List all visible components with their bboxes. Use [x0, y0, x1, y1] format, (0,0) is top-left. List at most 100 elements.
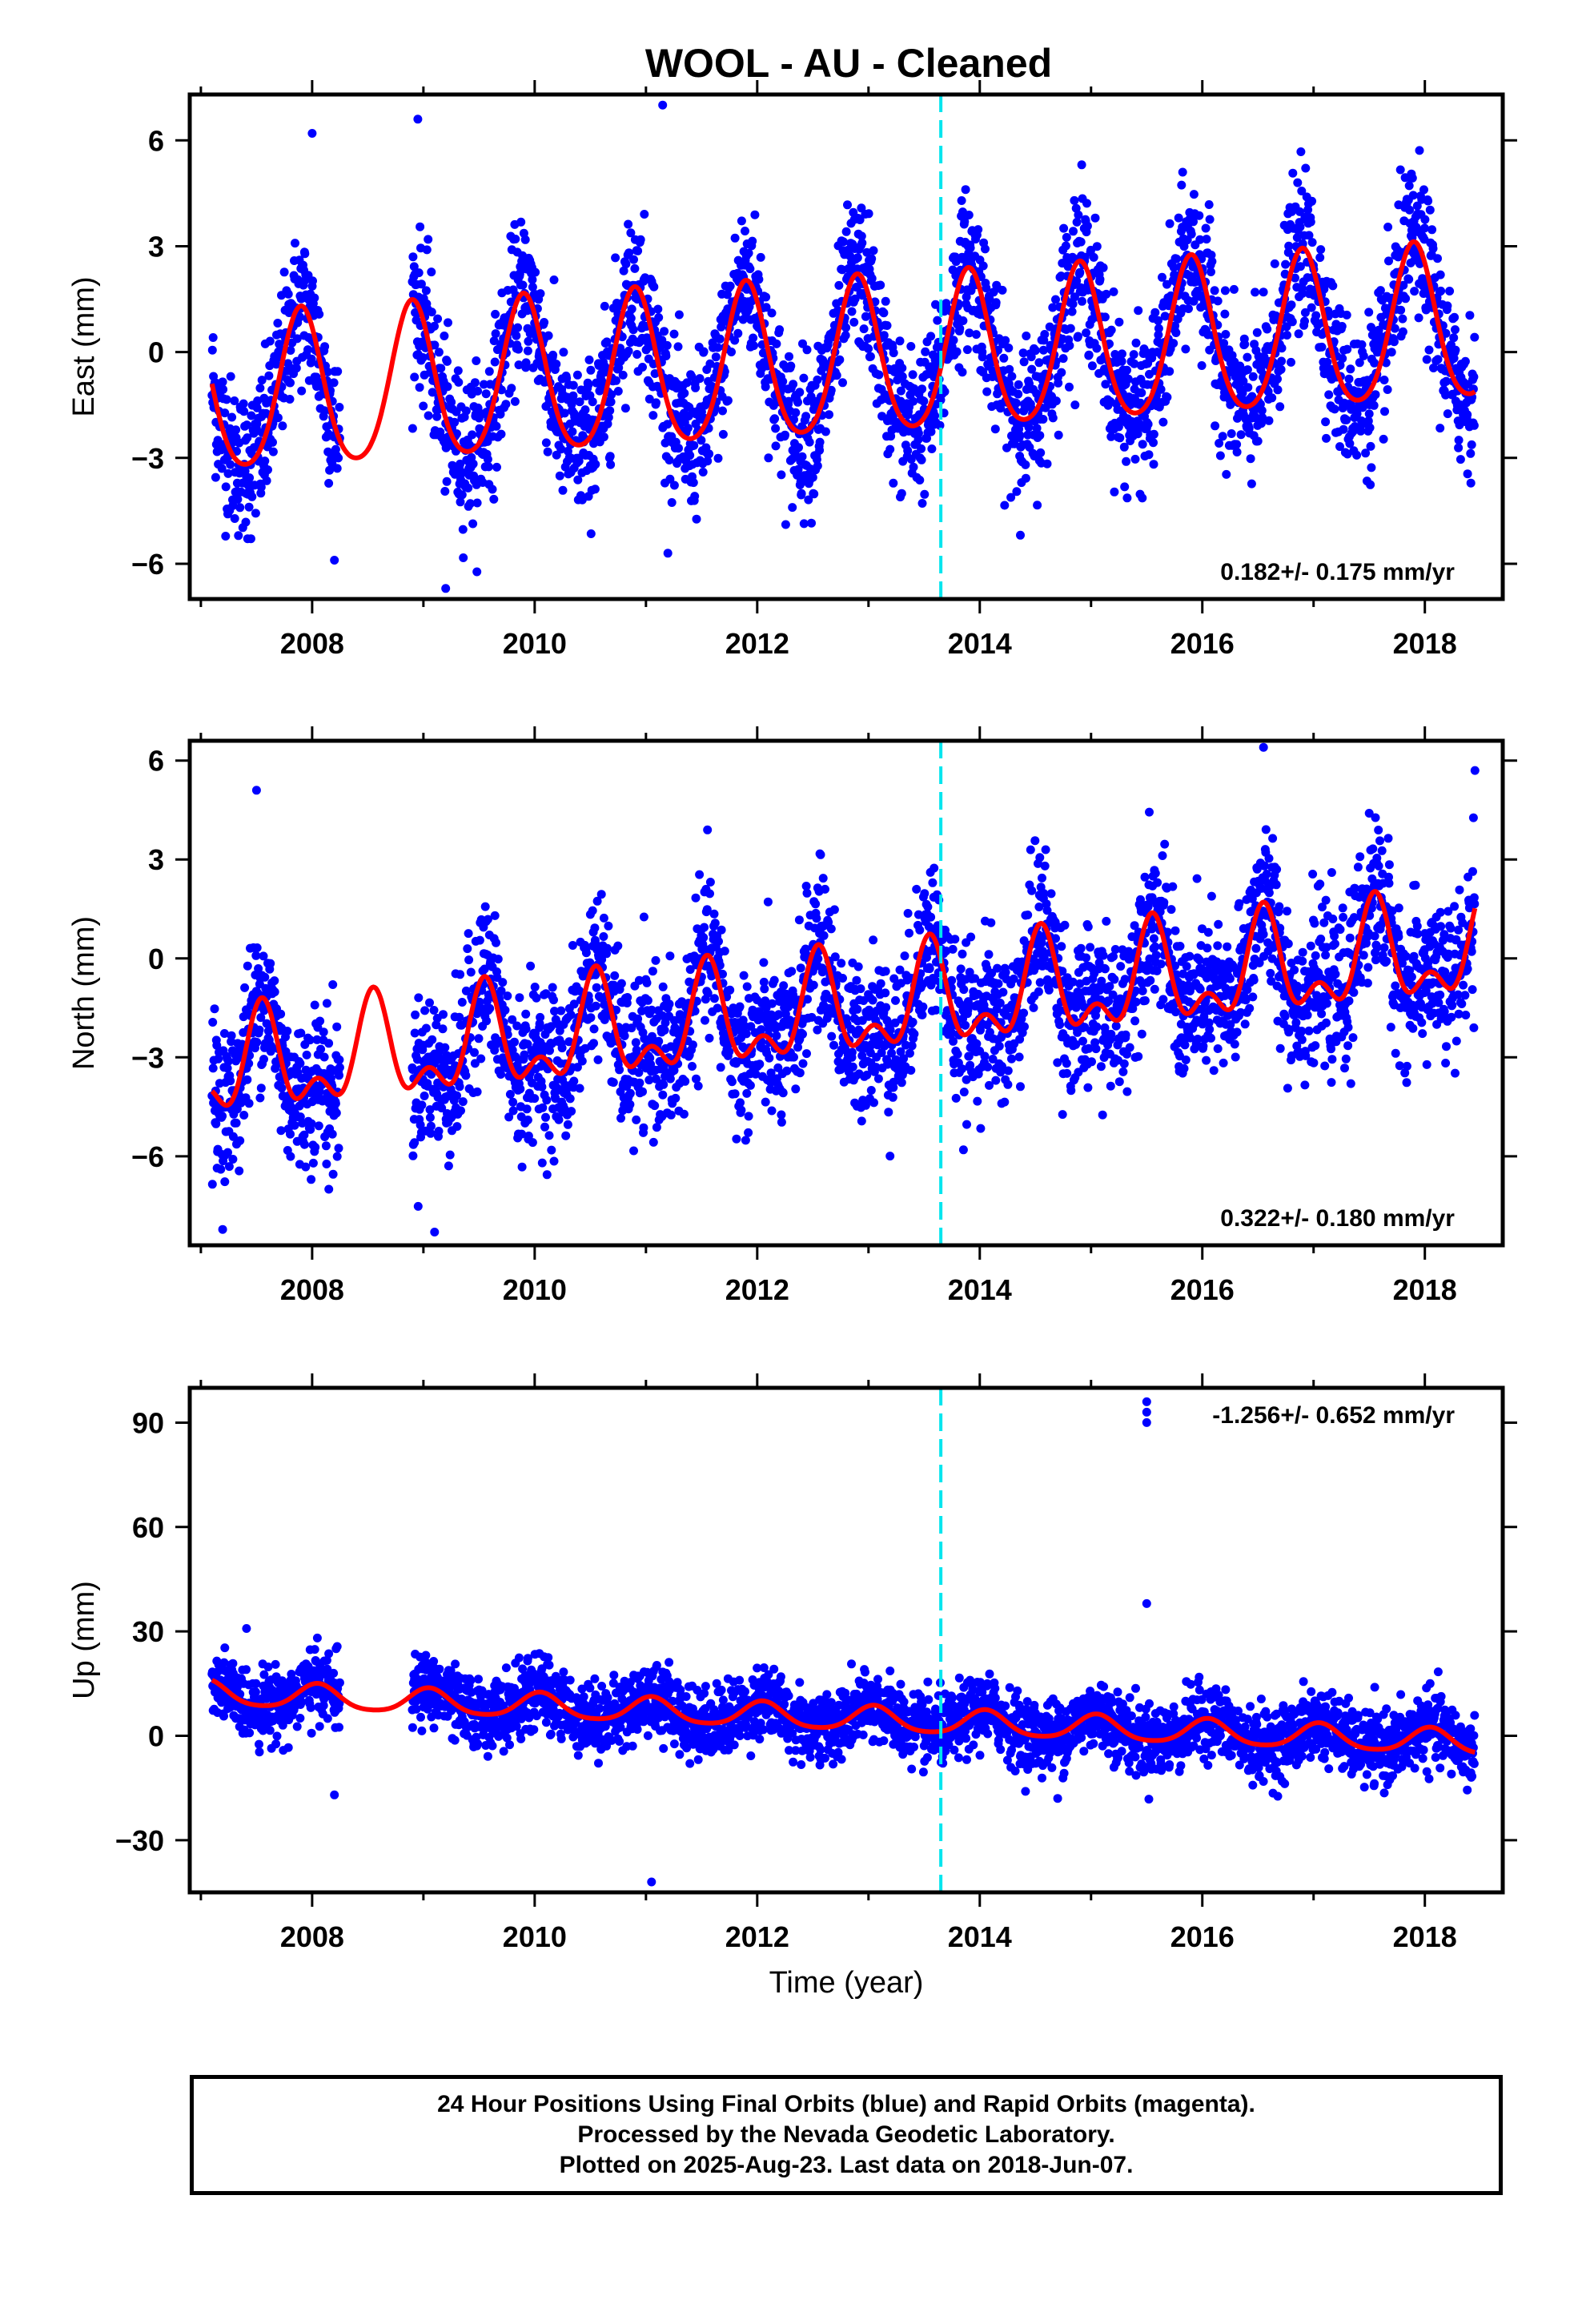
data-point — [332, 1152, 342, 1161]
data-point — [733, 328, 743, 338]
data-point — [1057, 368, 1066, 377]
data-point — [741, 1136, 750, 1145]
data-point — [1165, 219, 1174, 228]
data-point — [1178, 167, 1187, 177]
data-point — [221, 532, 231, 541]
data-point — [962, 292, 971, 302]
data-point — [1390, 324, 1399, 333]
data-point — [705, 449, 714, 459]
data-point — [207, 345, 217, 355]
data-point — [591, 460, 600, 469]
data-point — [933, 316, 942, 325]
data-point — [799, 519, 809, 529]
data-point — [689, 440, 699, 450]
data-point — [540, 318, 549, 327]
data-point — [299, 1140, 309, 1149]
data-point — [1404, 275, 1414, 284]
data-point — [691, 383, 701, 392]
data-point — [581, 948, 591, 958]
data-point — [252, 403, 262, 412]
data-point — [998, 285, 1007, 295]
data-point — [414, 993, 424, 1003]
data-point — [568, 391, 578, 400]
data-point — [1051, 396, 1061, 406]
data-point — [720, 947, 729, 956]
data-point — [713, 1003, 722, 1013]
data-point — [589, 1024, 599, 1034]
data-point — [1007, 372, 1017, 381]
data-point — [252, 1038, 262, 1047]
data-point — [1384, 256, 1393, 266]
data-point — [755, 1059, 765, 1069]
data-point — [246, 534, 255, 544]
data-point — [1396, 305, 1406, 315]
data-point — [508, 1097, 518, 1107]
data-point — [754, 275, 764, 284]
data-point — [1451, 325, 1460, 335]
data-point — [418, 353, 428, 362]
data-point — [528, 275, 537, 284]
data-point — [472, 567, 482, 577]
data-point — [221, 482, 231, 492]
data-point — [629, 255, 638, 264]
x-tick-label: 2016 — [1170, 627, 1235, 660]
data-point — [556, 1006, 566, 1015]
data-point — [476, 1054, 486, 1063]
figure-title: WOOL - AU - Cleaned — [645, 41, 1052, 86]
data-point — [568, 941, 577, 950]
data-point — [896, 386, 905, 396]
data-point — [542, 1170, 552, 1180]
data-point — [679, 1109, 689, 1119]
data-point — [442, 476, 452, 486]
data-point — [536, 1012, 545, 1022]
data-point — [1315, 253, 1325, 263]
data-point — [548, 983, 557, 992]
data-point — [1077, 160, 1086, 170]
data-point — [1201, 223, 1211, 233]
data-point — [1317, 342, 1327, 352]
data-point — [1136, 398, 1145, 408]
data-point — [584, 355, 594, 364]
data-point — [744, 1128, 753, 1137]
data-point — [415, 383, 424, 392]
data-point — [632, 1115, 641, 1124]
data-point — [849, 317, 859, 327]
data-point — [528, 283, 537, 292]
data-point — [1454, 443, 1464, 452]
data-point — [463, 944, 472, 954]
data-point — [311, 372, 321, 382]
data-point — [1361, 448, 1371, 458]
y-axis-label: East (mm) — [67, 276, 101, 416]
data-point — [454, 377, 464, 387]
data-point — [263, 465, 272, 475]
data-point — [966, 243, 975, 253]
data-point — [588, 397, 597, 407]
data-point — [430, 340, 440, 350]
data-point — [1123, 374, 1133, 384]
data-point — [1154, 324, 1163, 333]
data-point — [1328, 281, 1338, 291]
data-point — [421, 1023, 431, 1033]
data-point — [1383, 223, 1393, 231]
data-point — [821, 884, 829, 894]
data-point — [917, 499, 927, 508]
data-point — [427, 308, 436, 317]
data-point — [226, 1076, 235, 1086]
data-point — [530, 1094, 540, 1104]
data-point — [544, 398, 554, 408]
data-point — [832, 371, 841, 380]
data-point — [424, 235, 433, 244]
data-point — [323, 368, 332, 376]
data-point — [917, 455, 926, 464]
data-point — [214, 1054, 223, 1063]
data-point — [307, 354, 316, 364]
data-point — [654, 1036, 664, 1046]
data-point — [1435, 424, 1445, 433]
data-point — [513, 323, 523, 332]
data-point — [244, 1099, 254, 1108]
data-point — [440, 487, 450, 496]
data-point — [563, 1120, 572, 1129]
data-point — [1030, 346, 1040, 356]
data-point — [1170, 321, 1180, 331]
